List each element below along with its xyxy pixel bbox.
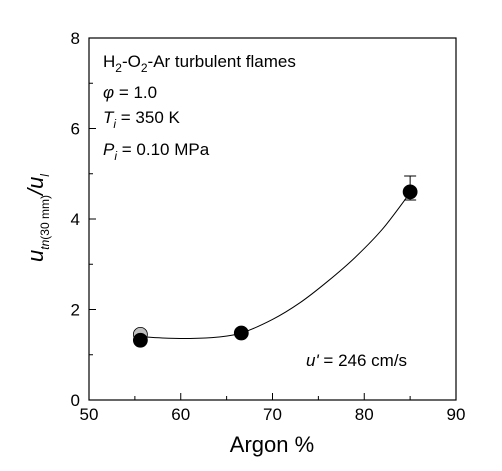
x-tick-label: 60 — [171, 405, 190, 424]
y-tick-label: 6 — [71, 120, 80, 139]
y-tick-label: 4 — [71, 210, 80, 229]
x-axis-title: Argon % — [230, 432, 314, 457]
x-tick-label: 90 — [447, 405, 466, 424]
annotation-phi: φ = 1.0 — [103, 83, 157, 102]
annotation-pressure: Pi = 0.10 MPa — [103, 140, 210, 163]
annotation-temperature: Ti = 350 K — [103, 108, 181, 131]
y-axis: 0 2 4 6 8 — [71, 29, 96, 410]
y-tick-label: 0 — [71, 391, 80, 410]
y-tick-label: 8 — [71, 29, 80, 48]
data-point-black — [132, 332, 148, 348]
annotation-mixture: H2-O2-Ar turbulent flames — [103, 52, 296, 75]
y-tick-label: 2 — [71, 301, 80, 320]
fit-curve — [140, 192, 411, 339]
y-axis-title: utn(30 mm)/ul — [23, 174, 52, 262]
data-point-black — [233, 325, 249, 341]
x-axis: 50 60 70 80 90 — [80, 393, 466, 424]
x-tick-label: 50 — [80, 405, 99, 424]
data-point-black — [402, 184, 418, 200]
data-markers — [132, 175, 418, 348]
x-tick-label: 70 — [263, 405, 282, 424]
annotation-turbulence: u' = 246 cm/s — [306, 351, 407, 370]
x-tick-label: 80 — [355, 405, 374, 424]
